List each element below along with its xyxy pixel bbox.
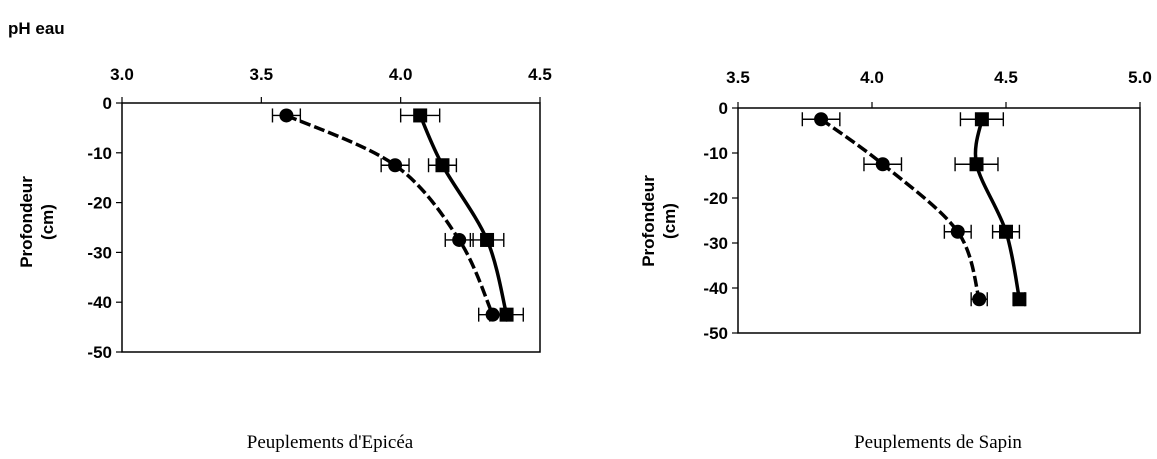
y-tick-label: 0 [103, 94, 112, 113]
y-tick-label: -50 [703, 324, 728, 343]
x-tick-label: 3.5 [726, 68, 750, 87]
series-line [820, 117, 981, 300]
x-tick-label: 3.5 [250, 65, 274, 84]
y-tick-label: -20 [87, 194, 112, 213]
y-tick-label: -10 [703, 144, 728, 163]
y-tick-label: -50 [87, 343, 112, 362]
chart-caption: Peuplements d'Epicéa [247, 432, 414, 453]
x-tick-label: 3.0 [110, 65, 134, 84]
data-point-circle [452, 232, 467, 247]
x-tick-label: 4.5 [994, 68, 1018, 87]
x-tick-label: 5.0 [1128, 68, 1152, 87]
y-tick-label: -40 [703, 279, 728, 298]
y-tick-label: -10 [87, 144, 112, 163]
y-axis-label: Profondeur (cm) [17, 176, 57, 268]
x-tick-label: 4.0 [389, 65, 413, 84]
chart-sapin: 3.5 4.0 4.5 5.0 0 -10 -20 -30 -40 -50 Profondeur (c… [639, 68, 1152, 453]
y-axis-label-part: (cm) [660, 203, 679, 239]
plot-area [737, 107, 1141, 334]
data-point-circle [875, 157, 890, 172]
figure-label: pH eau [8, 19, 65, 38]
chart-caption: Peuplements de Sapin [854, 432, 1022, 453]
data-point-circle [950, 224, 965, 239]
y-axis-label-part: Profondeur [17, 176, 36, 268]
data-point-square [974, 112, 989, 127]
series-line [418, 114, 509, 316]
x-tick-label: 4.0 [860, 68, 884, 87]
data-point-circle [388, 158, 403, 173]
y-tick-label: -20 [703, 189, 728, 208]
data-point-circle [814, 112, 829, 127]
y-axis-label-part: (cm) [38, 204, 57, 240]
plot-area [121, 102, 541, 353]
data-point-square [1012, 292, 1027, 307]
data-point-circle [972, 292, 987, 307]
y-tick-label: -30 [87, 243, 112, 262]
y-axis-label: Profondeur (cm) [639, 175, 679, 267]
data-point-square [969, 157, 984, 172]
data-point-square [413, 108, 428, 123]
y-tick-label: 0 [719, 99, 728, 118]
y-tick-label: -30 [703, 234, 728, 253]
series-line [973, 118, 1022, 300]
y-axis-label-part: Profondeur [639, 175, 658, 267]
chart-epicea: 3.0 3.5 4.0 4.5 0 -10 -20 -30 -40 -50 Profondeur (c… [17, 65, 552, 453]
y-tick-label: -40 [87, 293, 112, 312]
data-point-square [499, 307, 514, 322]
data-point-square [435, 158, 450, 173]
data-point-circle [279, 108, 294, 123]
data-point-square [999, 224, 1013, 239]
x-tick-label: 4.5 [528, 65, 552, 84]
data-point-square [480, 232, 495, 247]
series-line [285, 113, 495, 316]
